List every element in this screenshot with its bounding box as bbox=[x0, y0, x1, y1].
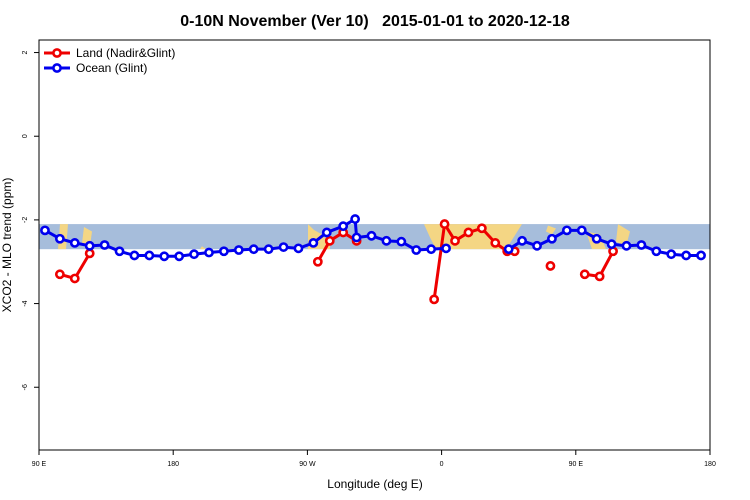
legend-item-ocean: Ocean (Glint) bbox=[44, 61, 147, 75]
data-point bbox=[636, 240, 647, 250]
data-point bbox=[429, 294, 440, 305]
x-tick-label: 0 bbox=[440, 461, 444, 468]
data-point bbox=[426, 244, 437, 255]
data-point bbox=[490, 238, 501, 248]
data-point bbox=[218, 246, 229, 257]
data-point bbox=[351, 232, 362, 243]
land-patch-7 bbox=[200, 246, 206, 250]
data-point bbox=[312, 256, 323, 267]
data-point bbox=[114, 246, 125, 257]
y-axis: 2 0 -2 -4 -6 bbox=[22, 51, 39, 390]
legend-label: Land (Nadir&Glint) bbox=[76, 46, 175, 60]
data-point bbox=[561, 225, 572, 236]
data-point bbox=[696, 250, 706, 261]
x-tick-label: 90 E bbox=[32, 461, 47, 468]
data-point bbox=[547, 233, 557, 244]
data-point bbox=[651, 246, 662, 257]
data-point bbox=[545, 261, 556, 271]
data-point bbox=[439, 219, 450, 229]
data-point bbox=[441, 243, 451, 254]
x-tick-label: 180 bbox=[167, 461, 179, 468]
data-point bbox=[606, 239, 617, 250]
data-point bbox=[84, 248, 95, 259]
data-point bbox=[517, 235, 528, 246]
data-point bbox=[594, 271, 605, 282]
data-point bbox=[476, 223, 487, 234]
data-point bbox=[129, 250, 140, 261]
legend-label: Ocean (Glint) bbox=[76, 61, 147, 75]
x-tick-label: 90 W bbox=[299, 461, 316, 468]
data-point bbox=[54, 269, 65, 280]
data-point bbox=[381, 235, 392, 246]
data-point bbox=[54, 233, 65, 244]
chart-title: 0-10N November (Ver 10) 2015-01-01 to 20… bbox=[180, 13, 570, 30]
data-point bbox=[308, 238, 319, 248]
data-point bbox=[396, 236, 407, 247]
legend-item-land: Land (Nadir&Glint) bbox=[44, 46, 175, 60]
data-point bbox=[411, 245, 422, 255]
data-point bbox=[159, 251, 170, 262]
data-point bbox=[40, 225, 50, 236]
x-axis-title: Longitude (deg E) bbox=[327, 477, 422, 491]
data-point bbox=[591, 233, 602, 244]
data-point bbox=[350, 214, 361, 224]
x-tick-label: 180 bbox=[704, 461, 716, 468]
data-point bbox=[681, 250, 692, 261]
legend: Land (Nadir&Glint)Ocean (Glint) bbox=[44, 46, 175, 75]
land-patch-4 bbox=[546, 225, 556, 235]
data-point bbox=[621, 240, 632, 251]
legend-marker bbox=[52, 63, 62, 73]
x-axis: 90 E 180 90 W 0 90 E 180 bbox=[32, 450, 716, 468]
data-point bbox=[189, 249, 199, 260]
data-point bbox=[579, 269, 590, 280]
data-point bbox=[278, 242, 289, 252]
data-point bbox=[233, 245, 244, 255]
series-layer bbox=[40, 214, 706, 305]
data-point bbox=[263, 244, 274, 255]
data-point bbox=[84, 240, 95, 251]
data-point bbox=[99, 240, 110, 250]
y-axis-title: XCO2 - MLO trend (ppm) bbox=[0, 178, 14, 313]
data-point bbox=[503, 244, 514, 255]
data-point bbox=[293, 243, 304, 254]
data-point bbox=[450, 235, 460, 246]
data-point bbox=[69, 238, 80, 248]
data-point bbox=[324, 235, 335, 246]
data-point bbox=[248, 244, 259, 255]
legend-marker bbox=[52, 48, 62, 58]
series-ocean bbox=[40, 214, 706, 262]
x-tick-label: 90 E bbox=[569, 461, 584, 468]
data-point bbox=[69, 273, 80, 284]
data-point bbox=[666, 249, 677, 260]
data-point bbox=[144, 250, 155, 261]
data-point bbox=[204, 247, 214, 258]
data-point bbox=[576, 225, 587, 236]
y-tick-label: -6 bbox=[22, 384, 29, 390]
data-point bbox=[174, 251, 185, 262]
data-point bbox=[463, 227, 474, 238]
y-tick-label: 2 bbox=[22, 51, 29, 55]
data-point bbox=[338, 221, 349, 232]
y-tick-label: -2 bbox=[22, 217, 29, 223]
data-point bbox=[366, 230, 377, 241]
land-patch-6 bbox=[616, 224, 630, 247]
series-line bbox=[316, 230, 358, 263]
data-point bbox=[321, 227, 332, 238]
data-point bbox=[532, 240, 542, 251]
plot-frame bbox=[38, 39, 711, 451]
y-tick-label: 0 bbox=[22, 134, 29, 138]
y-tick-label: -4 bbox=[22, 300, 29, 306]
